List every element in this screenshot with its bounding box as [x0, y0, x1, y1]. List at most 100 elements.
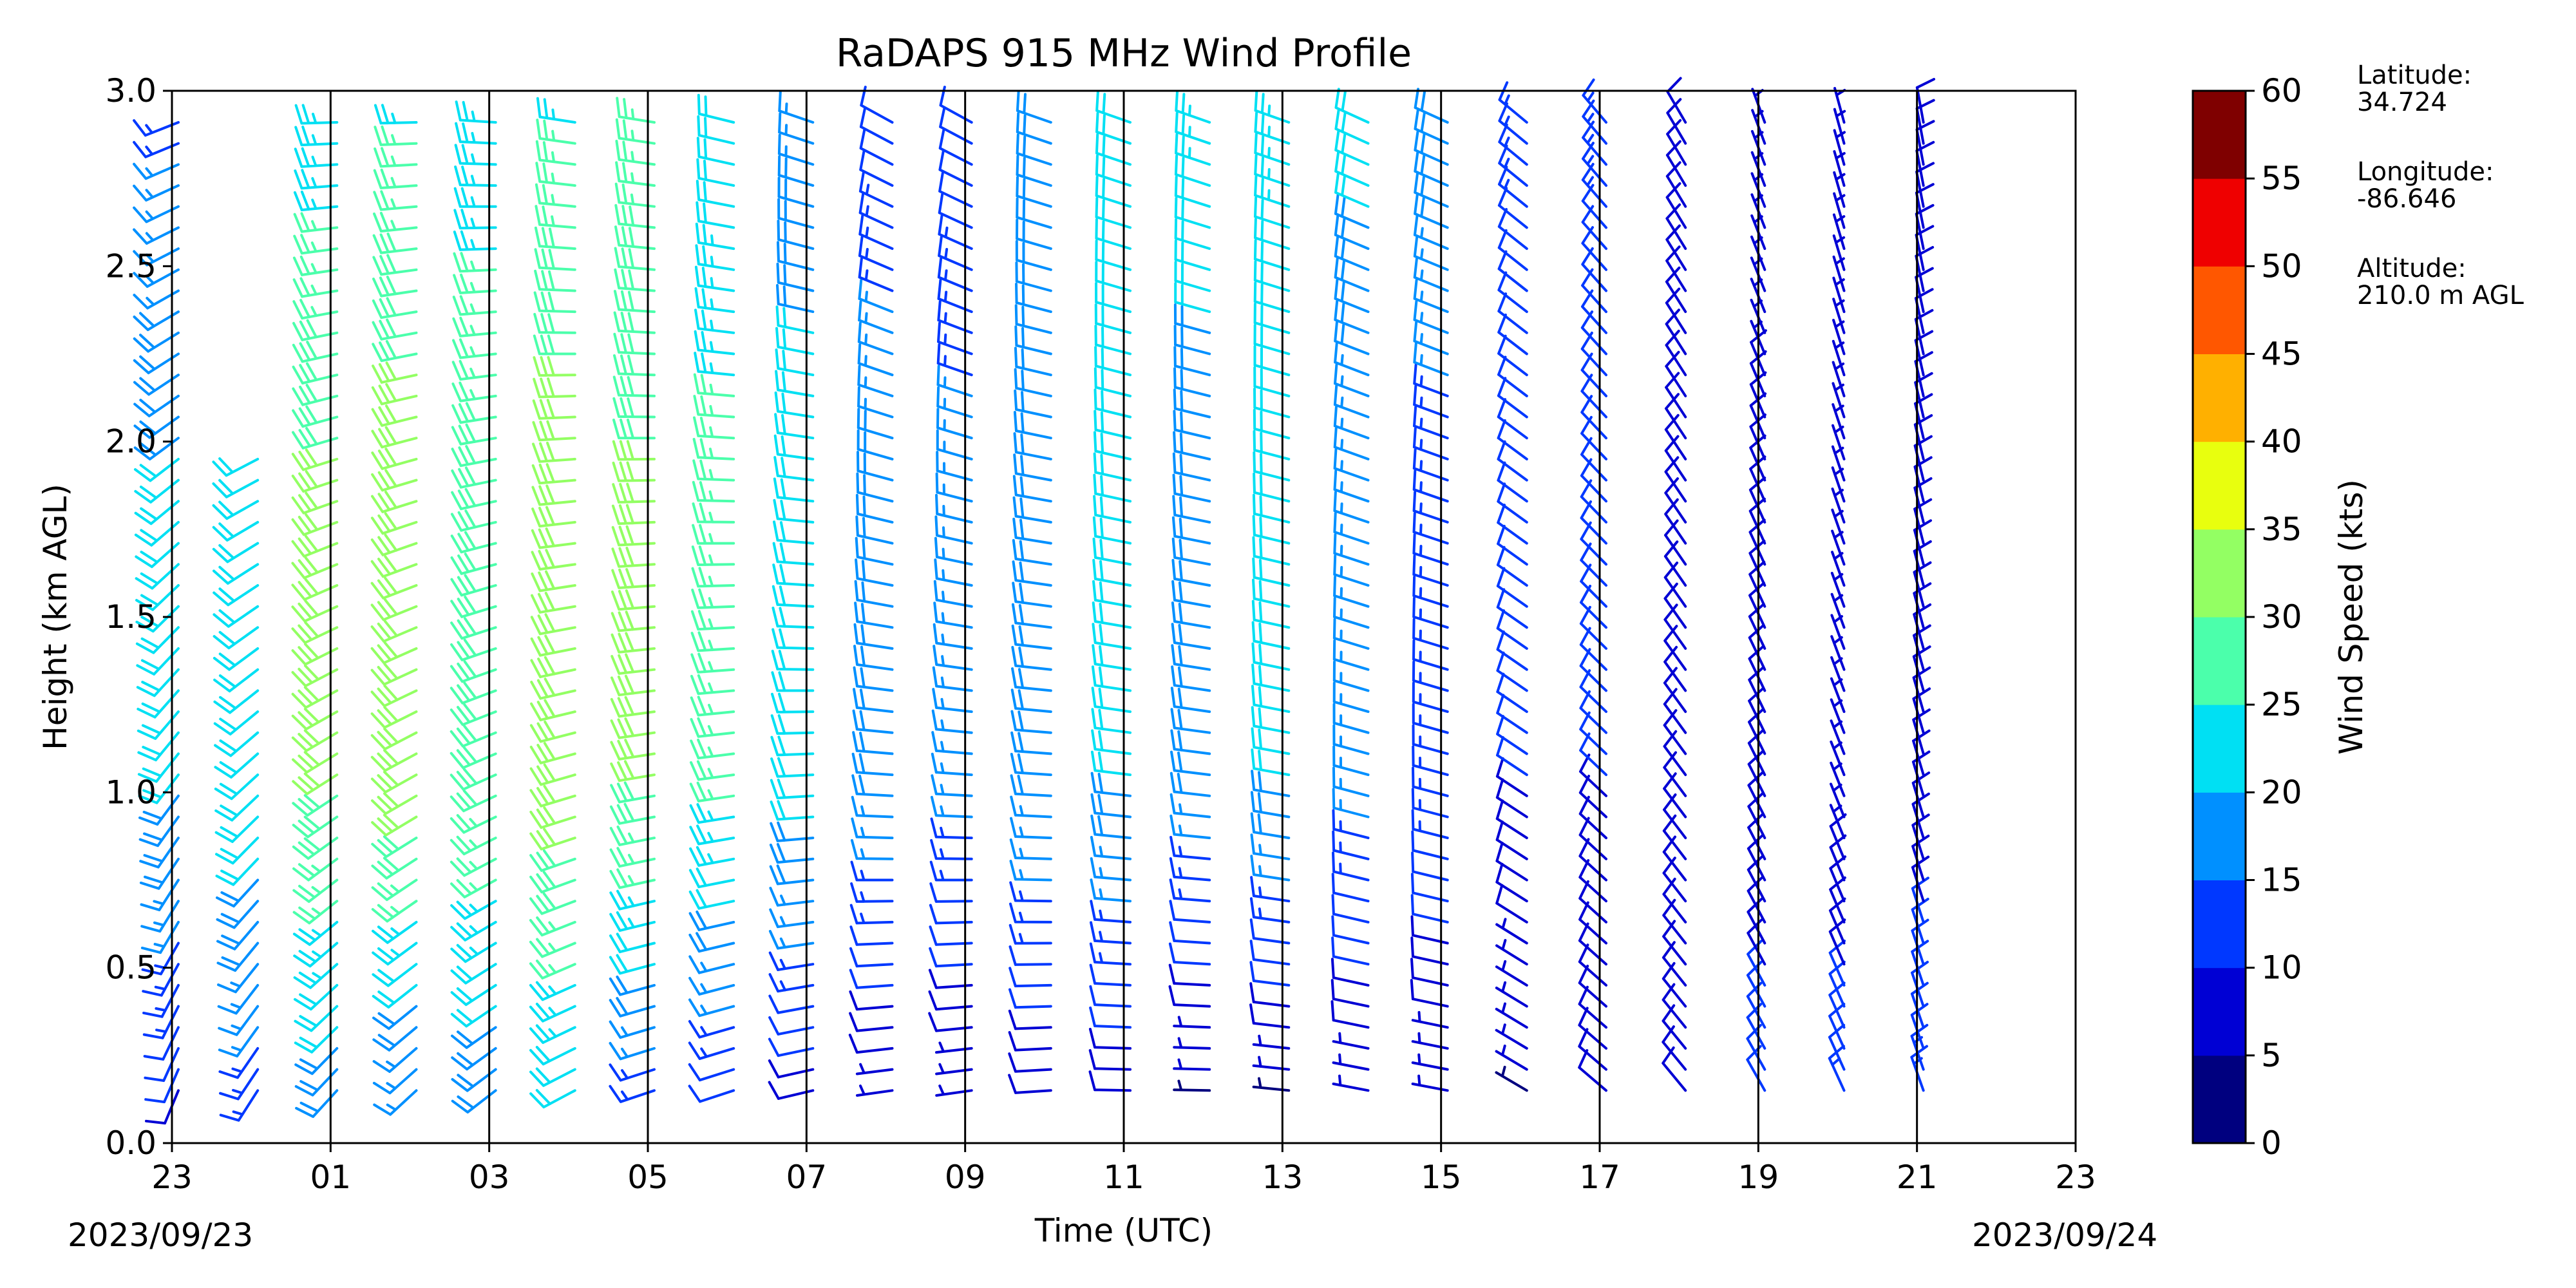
y-tick-label: 0.5: [105, 949, 156, 987]
wind-barb: [1496, 588, 1528, 629]
wind-barb: [1333, 406, 1370, 440]
wind-barb: [1334, 257, 1370, 292]
wind-barb: [1582, 78, 1607, 124]
wind-barb: [1663, 582, 1687, 629]
wind-barb: [372, 1005, 418, 1030]
wind-barb: [140, 878, 180, 911]
wind-barb: [372, 963, 418, 987]
wind-barb: [452, 295, 497, 316]
wind-barb: [291, 470, 339, 493]
wind-barb: [614, 247, 656, 271]
wind-barb: [215, 857, 260, 886]
wind-barb: [212, 542, 260, 564]
wind-barb: [850, 882, 894, 903]
wind-barb: [292, 772, 339, 795]
wind-barb: [613, 311, 656, 334]
wind-barb: [609, 825, 656, 846]
wind-barb: [688, 1084, 735, 1103]
wind-barb: [1662, 941, 1687, 987]
wind-barb: [1175, 111, 1211, 145]
wind-barb: [1495, 842, 1528, 882]
wind-barb: [939, 107, 973, 145]
wind-barb: [133, 374, 180, 396]
wind-barb: [1662, 961, 1687, 1008]
wind-barb: [450, 617, 497, 640]
wind-barb: [138, 815, 180, 848]
wind-barb: [536, 97, 576, 124]
x-tick-label: 23: [151, 1159, 193, 1196]
wind-barb: [693, 373, 735, 397]
wind-barb: [1665, 372, 1687, 419]
wind-barb: [1010, 774, 1052, 797]
wind-barb: [697, 115, 735, 145]
wind-barb: [142, 963, 180, 997]
wind-barb: [450, 660, 497, 683]
wind-barb: [689, 781, 735, 802]
wind-barb: [858, 171, 894, 208]
wind-barb: [450, 595, 497, 618]
wind-barb: [1664, 413, 1687, 460]
wind-barb: [450, 983, 497, 1007]
wind-barb: [1662, 1025, 1687, 1071]
wind-barb: [292, 384, 339, 406]
wind-barb: [1253, 281, 1291, 314]
wind-barb: [292, 794, 339, 817]
wind-barb: [219, 1089, 260, 1122]
wind-barb: [454, 166, 497, 187]
wind-barb: [1832, 255, 1846, 292]
wind-barb: [1253, 387, 1291, 419]
wind-barb: [1663, 645, 1687, 692]
wind-barb: [450, 724, 497, 748]
wind-barb: [1663, 603, 1687, 650]
wind-barb: [857, 321, 894, 355]
longitude-value: -86.646: [2357, 184, 2456, 214]
wind-barb: [1414, 88, 1449, 124]
wind-barb: [531, 591, 576, 614]
wind-barb: [529, 938, 576, 958]
colorbar-bin: [2193, 967, 2246, 1056]
wind-barb: [1496, 694, 1528, 734]
wind-barb: [849, 969, 894, 989]
wind-barb: [1010, 795, 1052, 819]
x-tick-label: 17: [1579, 1159, 1620, 1196]
wind-barb: [1173, 388, 1211, 419]
wind-barb: [292, 277, 339, 298]
wind-barb: [938, 128, 973, 166]
wind-barb: [851, 752, 894, 777]
wind-barb: [691, 567, 735, 588]
wind-barb: [133, 205, 180, 223]
wind-barb: [694, 265, 735, 292]
wind-barb: [690, 760, 735, 781]
wind-barb: [137, 752, 180, 783]
wind-barb: [214, 752, 260, 779]
wind-barb: [450, 553, 497, 575]
wind-barb: [1413, 257, 1449, 292]
wind-barb: [1172, 473, 1211, 503]
wind-barb: [1013, 411, 1052, 440]
wind-barb: [691, 545, 735, 566]
wind-barb: [372, 1068, 418, 1095]
y-tick-label: 2.0: [105, 423, 156, 460]
wind-barb: [1010, 688, 1052, 714]
wind-barb: [1334, 151, 1370, 187]
wind-barb: [535, 140, 576, 166]
colorbar-bin: [2193, 792, 2246, 880]
wind-barb: [1497, 377, 1528, 419]
colorbar-bin: [2193, 354, 2246, 442]
wind-barb: [291, 513, 339, 536]
wind-barb: [529, 742, 576, 764]
wind-barb: [136, 668, 180, 697]
wind-barb: [614, 268, 656, 292]
wind-barb: [1498, 102, 1528, 145]
wind-barb: [218, 1026, 260, 1057]
wind-barb: [1832, 276, 1846, 314]
wind-barb: [777, 133, 815, 166]
wind-barb: [610, 696, 656, 718]
wind-barb: [1497, 187, 1528, 229]
colorbar-bin: [2193, 441, 2246, 530]
wind-barb: [696, 201, 735, 229]
wind-barb: [450, 878, 497, 898]
wind-barb: [450, 746, 497, 770]
wind-barb: [1414, 109, 1449, 145]
wind-barb: [533, 312, 576, 334]
